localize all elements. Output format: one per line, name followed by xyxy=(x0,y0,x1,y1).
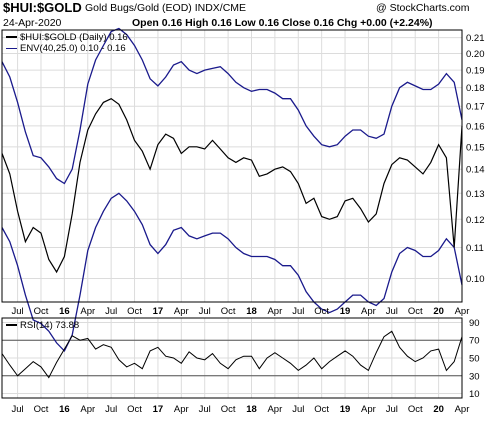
rsi-x-tick-17: Oct xyxy=(408,404,423,415)
main-x-tick-2: 16 xyxy=(59,306,70,317)
rsi-y-tick-90: 90 xyxy=(469,318,480,329)
env-legend-swatch xyxy=(6,47,17,49)
rsi-x-tick-18: 20 xyxy=(433,404,444,415)
main-x-tick-17: Oct xyxy=(408,306,423,317)
rsi-x-tick-19: Apr xyxy=(455,404,470,415)
main-y-tick-0.15: 0.15 xyxy=(466,142,485,153)
rsi-line xyxy=(1,330,463,379)
main-x-tick-1: Oct xyxy=(34,306,49,317)
main-y-tick-0.10: 0.10 xyxy=(466,274,485,285)
symbol-description: Gold Bugs/Gold (EOD) INDX/CME xyxy=(85,2,247,14)
rsi-y-tick-30: 30 xyxy=(469,371,480,382)
rsi-x-tick-15: Apr xyxy=(361,404,376,415)
main-x-tick-9: Oct xyxy=(221,306,236,317)
main-y-tick-0.13: 0.13 xyxy=(466,189,485,200)
date-label: 24-Apr-2020 xyxy=(3,17,62,29)
rsi-x-tick-14: 19 xyxy=(340,404,351,415)
symbol-title: $HUI:$GOLD xyxy=(3,0,82,15)
envelope-upper-line xyxy=(1,27,463,185)
rsi-legend: RSI(14) 73.88 xyxy=(6,320,79,331)
rsi-x-tick-9: Oct xyxy=(221,404,236,415)
rsi-x-tick-11: Apr xyxy=(267,404,282,415)
rsi-x-tick-4: Jul xyxy=(105,404,117,415)
main-x-tick-7: Apr xyxy=(174,306,189,317)
main-x-tick-5: Oct xyxy=(127,306,142,317)
main-y-tick-0.14: 0.14 xyxy=(466,165,485,176)
rsi-panel-border xyxy=(1,317,463,399)
main-y-tick-0.11: 0.11 xyxy=(466,243,484,254)
rsi-y-tick-70: 70 xyxy=(469,336,480,347)
price-legend: $HUI:$GOLD (Daily) 0.16 xyxy=(6,32,128,43)
price-legend-label: $HUI:$GOLD (Daily) 0.16 xyxy=(20,32,128,43)
rsi-x-tick-1: Oct xyxy=(34,404,49,415)
main-y-tick-0.21: 0.21 xyxy=(466,33,485,44)
main-x-tick-3: Apr xyxy=(80,306,95,317)
rsi-x-tick-8: Jul xyxy=(199,404,211,415)
main-x-tick-0: Jul xyxy=(12,306,24,317)
main-x-tick-4: Jul xyxy=(105,306,117,317)
main-x-tick-6: 17 xyxy=(153,306,164,317)
env-legend-label: ENV(40,25.0) 0.10 - 0.16 xyxy=(20,43,126,54)
price-line xyxy=(1,98,463,274)
rsi-x-tick-10: 18 xyxy=(246,404,257,415)
rsi-x-tick-13: Oct xyxy=(314,404,329,415)
main-x-tick-18: 20 xyxy=(433,306,444,317)
price-legend-swatch xyxy=(6,36,17,39)
main-x-tick-13: Oct xyxy=(314,306,329,317)
rsi-x-tick-7: Apr xyxy=(174,404,189,415)
main-x-tick-8: Jul xyxy=(199,306,211,317)
main-x-tick-14: 19 xyxy=(340,306,351,317)
main-x-tick-16: Jul xyxy=(386,306,398,317)
main-x-tick-10: 18 xyxy=(246,306,257,317)
rsi-x-tick-16: Jul xyxy=(386,404,398,415)
rsi-x-tick-5: Oct xyxy=(127,404,142,415)
main-y-tick-0.16: 0.16 xyxy=(466,121,485,132)
main-y-tick-0.19: 0.19 xyxy=(466,66,485,77)
main-x-tick-19: Apr xyxy=(455,306,470,317)
rsi-x-tick-2: 16 xyxy=(59,404,70,415)
main-panel-border xyxy=(1,29,463,303)
main-x-tick-11: Apr xyxy=(267,306,282,317)
main-y-tick-0.20: 0.20 xyxy=(466,49,485,60)
main-y-tick-0.12: 0.12 xyxy=(466,215,485,226)
rsi-x-tick-3: Apr xyxy=(80,404,95,415)
rsi-y-tick-10: 10 xyxy=(469,389,480,400)
env-legend: ENV(40,25.0) 0.10 - 0.16 xyxy=(6,43,126,54)
rsi-y-tick-50: 50 xyxy=(469,354,480,365)
main-x-tick-15: Apr xyxy=(361,306,376,317)
watermark: @ StockCharts.com xyxy=(376,2,470,14)
rsi-x-tick-12: Jul xyxy=(292,404,304,415)
rsi-x-tick-0: Jul xyxy=(12,404,24,415)
rsi-x-tick-6: 17 xyxy=(153,404,164,415)
rsi-legend-swatch xyxy=(6,324,17,327)
ohlc-readout: Open 0.16 High 0.16 Low 0.16 Close 0.16 … xyxy=(132,17,433,29)
rsi-legend-label: RSI(14) 73.88 xyxy=(20,320,80,331)
main-y-tick-0.18: 0.18 xyxy=(466,83,485,94)
main-y-tick-0.17: 0.17 xyxy=(466,102,485,113)
main-x-tick-12: Jul xyxy=(292,306,304,317)
